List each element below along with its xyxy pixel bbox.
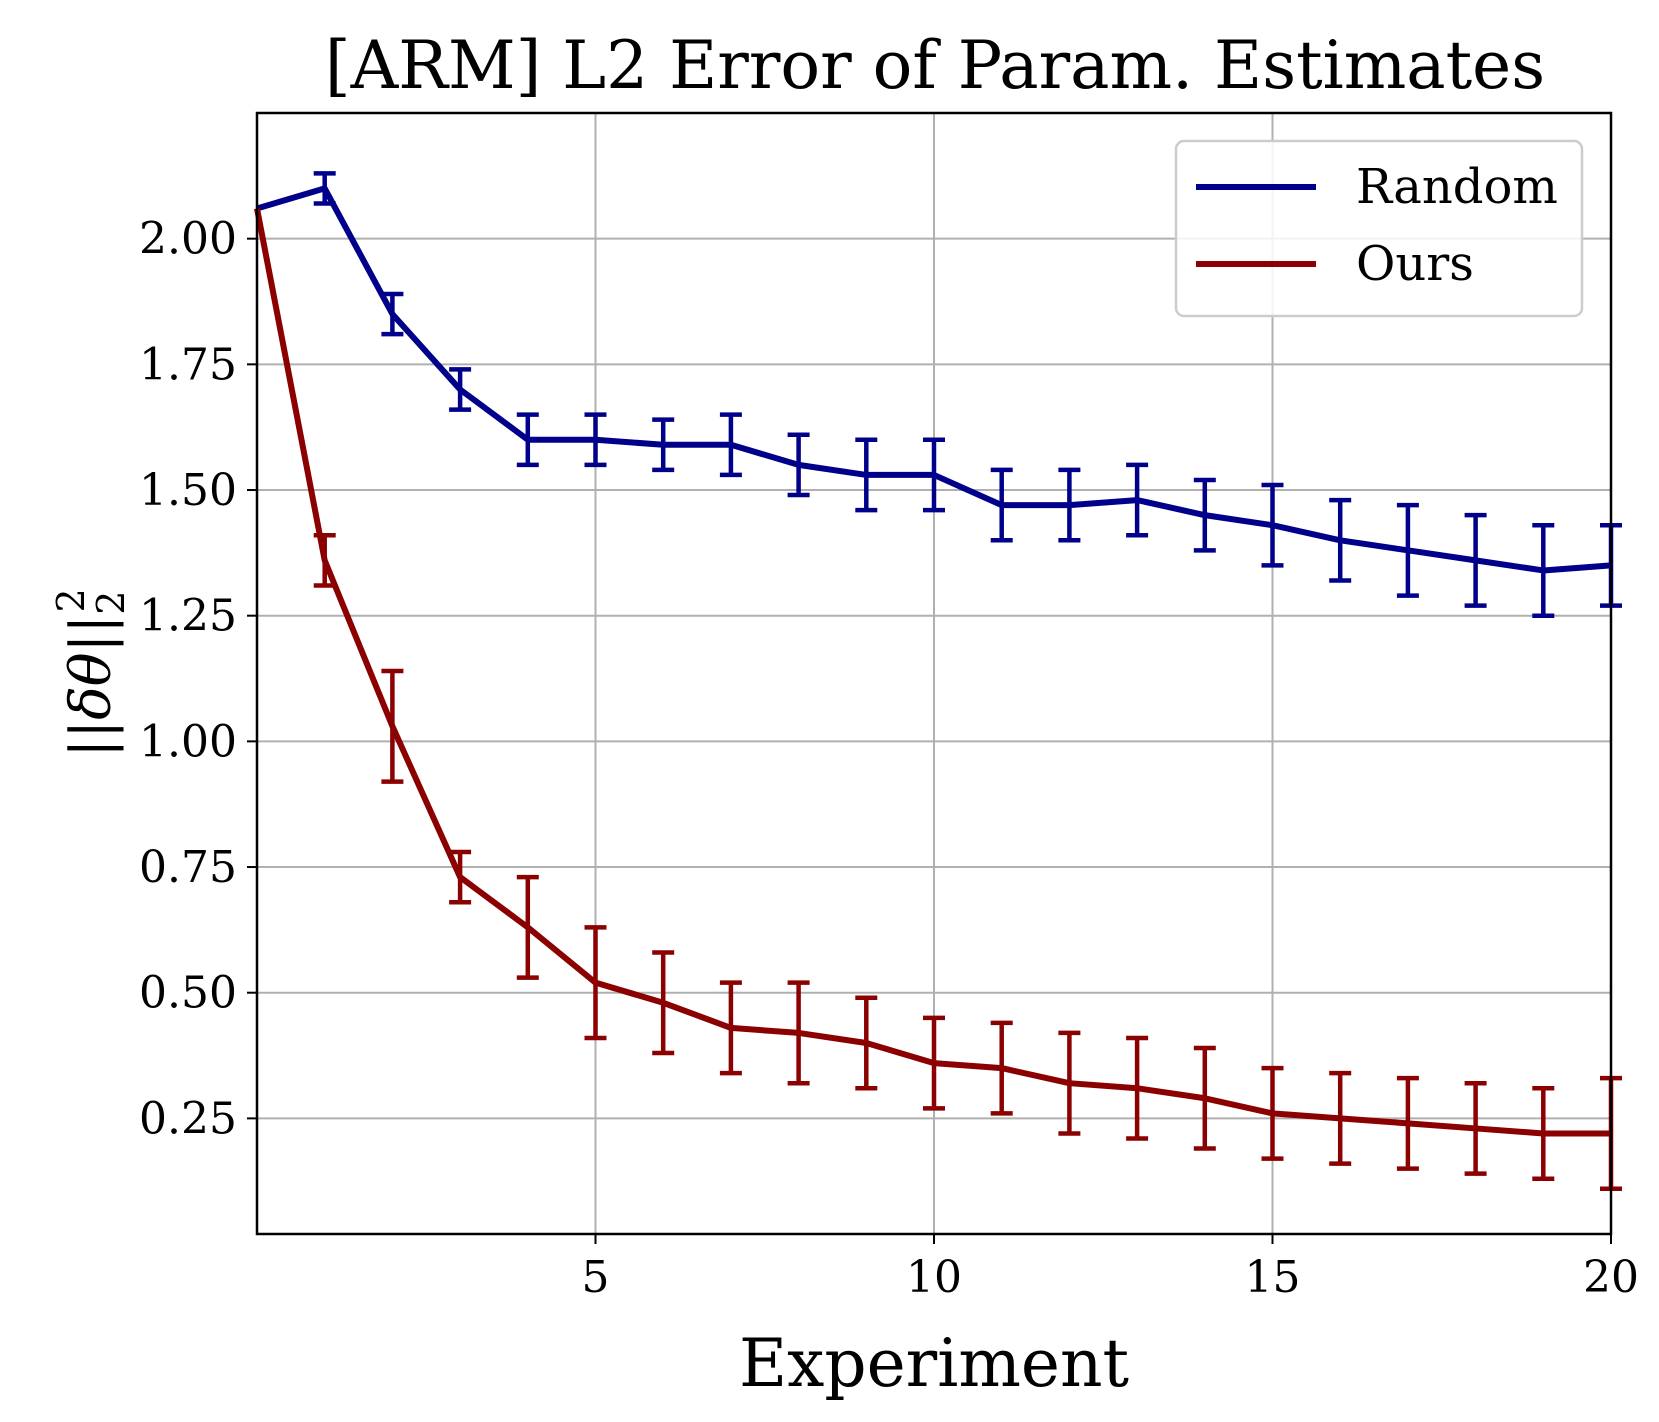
x-tick-label: 5 <box>582 1252 610 1303</box>
legend-label-random: Random <box>1356 159 1558 215</box>
error-bar-ours <box>1396 1075 1419 1171</box>
y-axis-label-sub: 2 <box>89 591 133 615</box>
x-tick-label: 20 <box>1583 1252 1639 1303</box>
error-bar-ours <box>449 849 472 905</box>
y-tick-label: 0.75 <box>139 842 237 893</box>
error-bar-random <box>719 412 742 478</box>
x-tick-label: 10 <box>906 1252 962 1303</box>
error-bar-random <box>1396 502 1419 598</box>
error-bar-random <box>584 412 607 468</box>
error-bar-random <box>1193 477 1216 553</box>
error-bar-random <box>1532 522 1555 618</box>
x-tick-label: 15 <box>1245 1252 1301 1303</box>
y-tick-label: 0.50 <box>139 968 237 1019</box>
error-bar-random <box>1126 462 1149 538</box>
error-bar-ours <box>1329 1070 1352 1166</box>
legend-label-ours: Ours <box>1356 236 1474 292</box>
y-axis-label-main: ||δθ|| <box>59 615 124 758</box>
x-axis-label: Experiment <box>739 1325 1129 1402</box>
error-bar-random <box>381 291 404 337</box>
error-bar-random <box>990 467 1013 543</box>
y-tick-label: 1.50 <box>139 465 237 516</box>
error-bar-ours <box>381 668 404 784</box>
error-bar-random <box>1261 482 1284 568</box>
y-tick-label: 2.00 <box>139 214 237 265</box>
error-bar-ours <box>1193 1045 1216 1151</box>
error-bar-random <box>652 417 675 473</box>
error-bar-ours <box>1532 1085 1555 1181</box>
error-bar-random <box>313 171 336 206</box>
error-bar-random <box>1058 467 1081 543</box>
error-bar-ours <box>855 995 878 1091</box>
error-bar-ours <box>787 980 810 1086</box>
error-bar-ours <box>313 533 336 588</box>
y-tick-label: 1.75 <box>139 339 237 390</box>
y-axis-label: ||δθ||22 <box>49 588 133 757</box>
svg-text:||δθ||22: ||δθ||22 <box>49 588 133 757</box>
y-tick-label: 1.00 <box>139 716 237 767</box>
error-bar-random <box>1464 512 1487 608</box>
error-bar-random <box>787 432 810 498</box>
error-bar-ours <box>584 925 607 1041</box>
error-bar-ours <box>990 1020 1013 1116</box>
error-bar-random <box>855 437 878 513</box>
error-bar-ours <box>1126 1035 1149 1141</box>
error-bar-random <box>923 437 945 513</box>
series-ours <box>254 207 1622 1192</box>
error-bar-ours <box>652 950 675 1056</box>
error-bar-random <box>449 367 472 412</box>
chart-title: [ARM] L2 Error of Param. Estimates <box>325 27 1545 104</box>
error-bar-ours <box>1261 1065 1284 1161</box>
error-bar-random <box>1329 497 1352 583</box>
y-tick-label: 1.25 <box>139 591 237 642</box>
error-bar-random <box>516 412 539 468</box>
error-bar-ours <box>1464 1080 1487 1176</box>
error-bar-ours <box>516 874 539 980</box>
error-bar-ours <box>923 1015 945 1111</box>
y-tick-label: 0.25 <box>139 1093 237 1144</box>
error-bar-ours <box>1058 1030 1081 1136</box>
error-bar-ours <box>719 980 742 1076</box>
legend: Random Ours <box>1174 139 1584 318</box>
axis-ticks: 5 10 15 20 0.25 0.50 0.75 1.00 1.25 1.50 1.75 2.00 <box>139 214 1639 1303</box>
y-axis-label-sup: 2 <box>49 588 93 612</box>
